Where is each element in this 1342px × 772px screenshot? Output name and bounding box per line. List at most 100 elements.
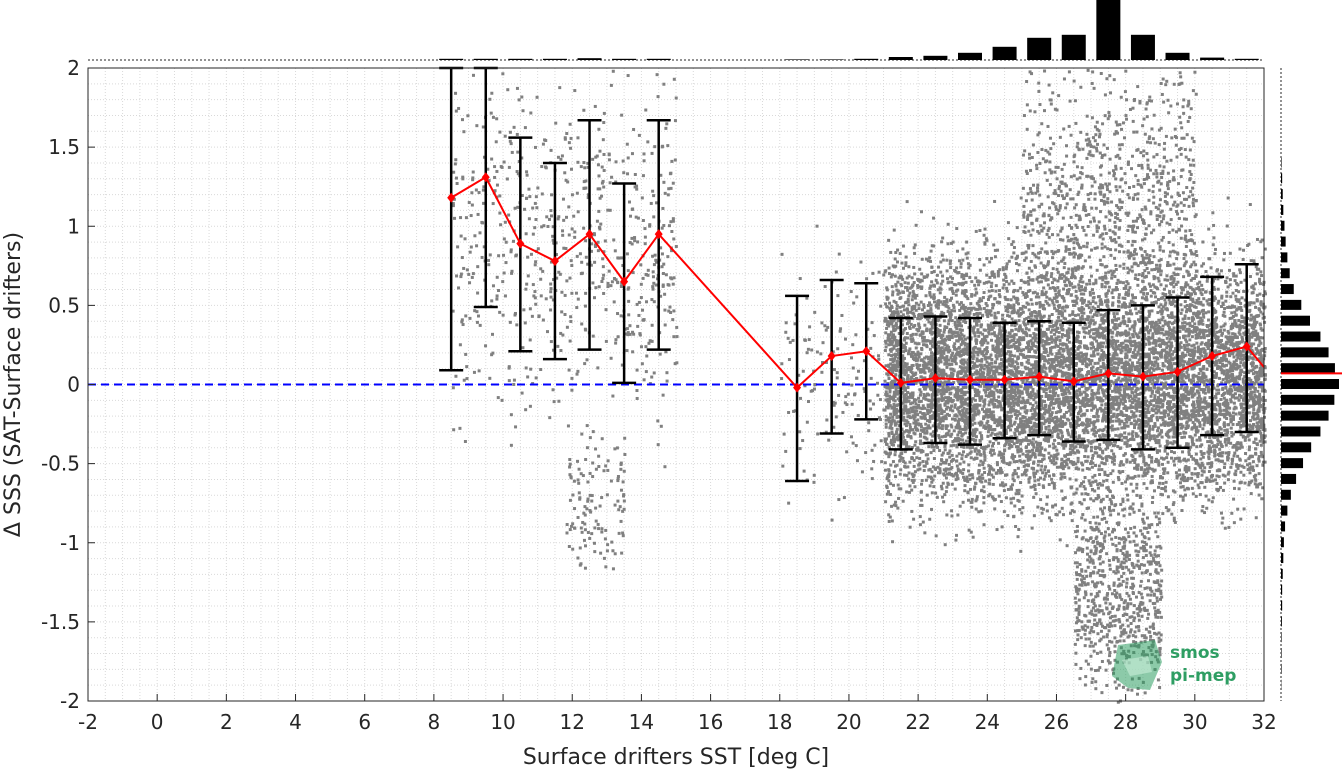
scatter-point: [992, 347, 996, 351]
scatter-point: [1181, 317, 1185, 321]
scatter-point: [459, 216, 463, 220]
scatter-point: [1078, 357, 1082, 361]
scatter-point: [495, 275, 499, 279]
scatter-point: [883, 316, 887, 320]
scatter-point: [805, 351, 809, 355]
scatter-point: [998, 325, 1002, 329]
scatter-point: [1011, 370, 1015, 374]
scatter-point: [581, 520, 585, 524]
scatter-point: [1077, 467, 1081, 471]
scatter-point: [906, 281, 910, 285]
scatter-point: [1056, 335, 1060, 339]
scatter-point: [522, 308, 526, 312]
scatter-point: [892, 353, 896, 357]
scatter-point: [586, 196, 590, 200]
scatter-point: [902, 350, 906, 354]
scatter-point: [526, 274, 530, 278]
scatter-point: [1096, 310, 1100, 314]
scatter-point: [1255, 237, 1259, 241]
scatter-point: [601, 138, 605, 142]
scatter-point: [941, 381, 945, 385]
scatter-point: [1033, 423, 1037, 427]
scatter-point: [863, 390, 867, 394]
scatter-point: [1135, 364, 1139, 368]
scatter-point: [780, 377, 784, 381]
scatter-point: [846, 392, 850, 396]
scatter-point: [1057, 441, 1061, 445]
scatter-point: [893, 423, 897, 427]
scatter-point: [1207, 461, 1211, 465]
scatter-point: [602, 273, 606, 277]
scatter-point: [1225, 341, 1229, 345]
scatter-point: [525, 282, 529, 286]
scatter-point: [1263, 346, 1267, 350]
scatter-point: [1180, 308, 1184, 312]
scatter-point: [1194, 472, 1198, 476]
scatter-point: [845, 450, 849, 454]
scatter-point: [541, 318, 545, 322]
scatter-point: [517, 98, 521, 102]
scatter-point: [1033, 314, 1037, 318]
scatter-point: [466, 114, 470, 118]
scatter-point: [1091, 315, 1095, 319]
scatter-point: [1150, 456, 1154, 460]
scatter-point: [585, 446, 589, 450]
scatter-point: [1070, 509, 1074, 513]
scatter-point: [916, 418, 920, 422]
scatter-point: [1159, 273, 1163, 277]
scatter-point: [1006, 310, 1010, 314]
scatter-point: [1173, 463, 1177, 467]
scatter-point: [889, 412, 893, 416]
scatter-point: [867, 429, 871, 433]
scatter-point: [512, 239, 516, 243]
scatter-point: [1118, 264, 1122, 268]
scatter-point: [1128, 384, 1132, 388]
scatter-point: [660, 252, 664, 256]
scatter-point: [567, 205, 571, 209]
scatter-point: [658, 352, 662, 356]
scatter-point: [598, 227, 602, 231]
scatter-point: [928, 420, 932, 424]
scatter-point: [824, 361, 828, 365]
scatter-point: [954, 533, 958, 537]
scatter-point: [888, 383, 892, 387]
scatter-point: [1071, 285, 1075, 289]
scatter-point: [1033, 479, 1037, 483]
scatter-point: [581, 474, 585, 478]
scatter-point: [622, 494, 626, 498]
scatter-point: [600, 181, 604, 185]
scatter-point: [1151, 378, 1155, 382]
scatter-point: [1197, 486, 1201, 490]
scatter-point: [1001, 353, 1005, 357]
scatter-point: [1118, 463, 1122, 467]
scatter-point: [1094, 431, 1098, 435]
scatter-point: [1230, 379, 1234, 383]
scatter-point: [883, 379, 887, 383]
scatter-point: [961, 312, 965, 316]
scatter-point: [1129, 343, 1133, 347]
scatter-point: [910, 339, 914, 343]
scatter-point: [810, 389, 814, 393]
scatter-point: [911, 337, 915, 341]
scatter-point: [674, 96, 678, 100]
scatter-point: [909, 310, 913, 314]
scatter-point: [1128, 444, 1132, 448]
scatter-point: [1183, 468, 1187, 472]
scatter-point: [931, 424, 935, 428]
scatter-point: [1121, 377, 1125, 381]
scatter-point: [1251, 368, 1255, 372]
scatter-point: [934, 467, 938, 471]
scatter-point: [585, 424, 589, 428]
scatter-point: [1058, 346, 1062, 350]
scatter-point: [1051, 391, 1055, 395]
scatter-point: [512, 378, 516, 382]
scatter-point: [1096, 414, 1100, 418]
scatter-point: [1129, 387, 1133, 391]
scatter-point: [1082, 335, 1086, 339]
scatter-point: [590, 242, 594, 246]
scatter-point: [787, 501, 791, 505]
scatter-point: [906, 465, 910, 469]
scatter-point: [991, 441, 995, 445]
scatter-point: [614, 341, 618, 345]
scatter-point: [576, 160, 580, 164]
